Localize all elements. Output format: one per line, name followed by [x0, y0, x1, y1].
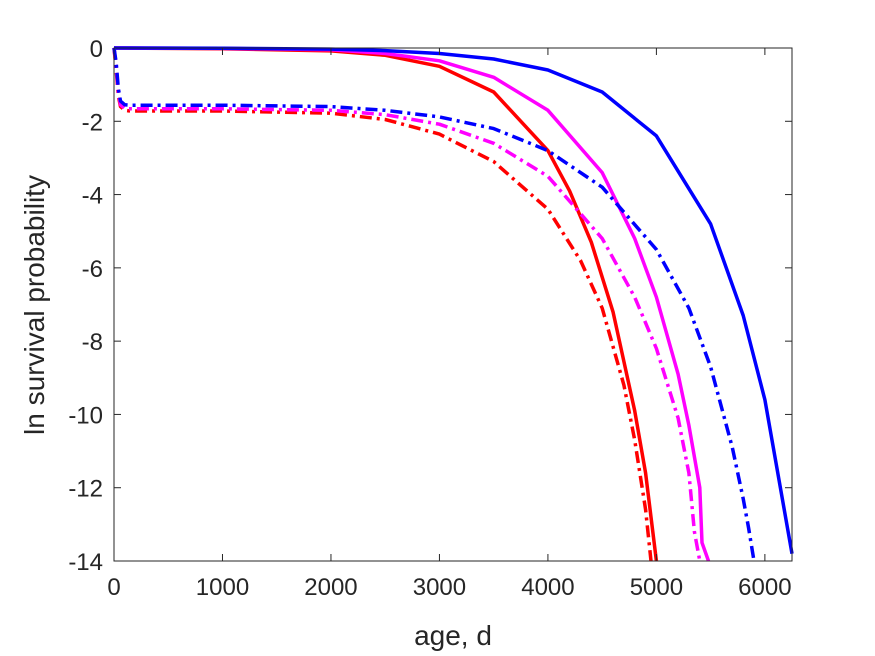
x-tick-label: 6000	[738, 574, 791, 601]
y-tick-label: 0	[90, 36, 103, 63]
y-tick-label: -14	[68, 549, 103, 576]
axes-box	[113, 47, 793, 562]
x-tick-label: 4000	[521, 574, 574, 601]
x-tick-label: 1000	[196, 574, 249, 601]
y-axis-label: ln survival probability	[19, 175, 50, 435]
y-tick-label: -4	[82, 183, 103, 210]
y-tick-label: -8	[82, 329, 103, 356]
x-tick-label: 3000	[413, 574, 466, 601]
series-line-5	[112, 47, 702, 562]
y-tick-label: -6	[82, 256, 103, 283]
plot-area	[114, 48, 792, 561]
x-axis-label: age, d	[414, 620, 492, 651]
series-line-6	[112, 47, 756, 562]
x-tick-label: 5000	[630, 574, 683, 601]
y-tick-label: -10	[68, 402, 103, 429]
x-tick-label: 0	[107, 574, 120, 601]
tick-layer: 0 1000 2000 3000 4000 5000 6000 0 -2 -4 -6 -8 -10 -12…	[68, 36, 792, 601]
x-tick-label: 2000	[304, 574, 357, 601]
y-tick-label: -2	[82, 109, 103, 136]
y-tick-label: -12	[68, 476, 103, 503]
